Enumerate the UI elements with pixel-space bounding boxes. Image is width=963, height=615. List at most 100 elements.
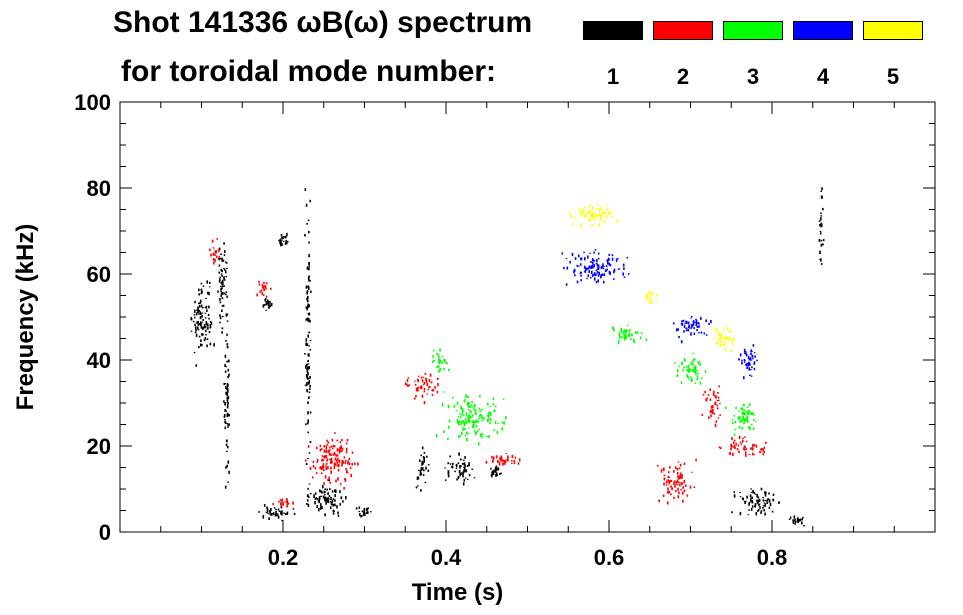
data-point [468,464,470,467]
data-point [750,488,752,490]
data-point [694,382,697,384]
data-point [280,502,282,505]
data-point [305,374,308,377]
data-point [345,447,348,450]
data-point [456,419,459,422]
data-point [307,457,309,460]
data-point [756,493,758,498]
data-point [568,212,571,215]
data-point [329,460,332,463]
legend-swatch-2 [653,21,713,40]
data-point [323,490,326,494]
data-point [712,405,714,408]
data-point [597,257,600,260]
data-point [324,494,326,496]
data-point [479,395,481,398]
data-point [744,352,747,355]
data-point [221,270,223,273]
data-point [206,280,208,284]
data-point [432,357,434,359]
legend-swatch-1 [583,21,643,40]
data-point [444,467,446,469]
data-point [226,405,229,409]
data-point [327,492,330,494]
data-point [685,329,688,332]
data-point [747,355,750,359]
data-point [754,505,756,508]
data-point [511,454,514,459]
data-point [674,362,676,364]
data-point [695,458,697,462]
data-point [205,305,208,309]
data-point [262,304,265,308]
data-point [759,506,761,509]
data-point [750,423,753,426]
data-point [279,499,282,502]
data-point [573,270,575,274]
data-point [220,292,223,295]
data-point [324,488,327,490]
data-point [752,427,755,431]
data-point [463,400,466,403]
data-point [341,438,343,442]
data-point [324,498,326,502]
data-point [763,502,766,504]
data-point [366,508,369,511]
data-point [764,512,766,516]
data-point [618,339,620,341]
data-point [221,331,223,334]
data-point [756,499,758,503]
data-point [314,501,316,505]
data-point [586,212,589,214]
data-point [687,376,690,379]
data-point [228,423,230,426]
data-point [265,295,268,298]
data-point [329,506,332,510]
data-point [220,285,222,288]
data-point [679,483,681,487]
data-point [748,502,750,506]
data-point [608,262,610,266]
data-point [626,256,629,259]
data-point [198,346,200,349]
data-point [313,495,315,499]
data-point [431,389,433,392]
data-point [320,472,323,475]
data-point [222,285,224,288]
data-point [319,444,322,448]
data-point [792,519,794,522]
data-point [474,420,476,423]
data-point [818,238,821,242]
data-point [322,484,324,489]
data-point [469,412,472,414]
data-point [458,435,460,439]
data-point [747,416,749,418]
data-point [695,318,697,321]
data-point [722,328,725,331]
series-1-blob-10 [444,452,476,486]
data-point [760,512,762,514]
data-point [676,484,679,486]
data-point [749,374,751,376]
data-point [704,390,706,394]
data-point [280,506,283,509]
data-point [201,333,203,336]
legend-label-4: 4 [816,64,830,89]
data-point [202,333,204,336]
data-point [427,469,430,472]
series-1-blob-14 [818,187,825,265]
data-point [650,294,653,297]
data-point [712,408,714,413]
data-point [445,361,447,364]
data-point [746,410,748,413]
data-point [287,502,289,505]
data-point [751,357,754,360]
data-point [754,355,756,358]
data-point [333,465,336,469]
data-point [678,481,680,484]
plot-area [120,102,935,532]
data-point [336,439,339,442]
series-2-blob-2 [304,432,359,490]
data-point [441,361,443,364]
data-point [611,254,614,257]
